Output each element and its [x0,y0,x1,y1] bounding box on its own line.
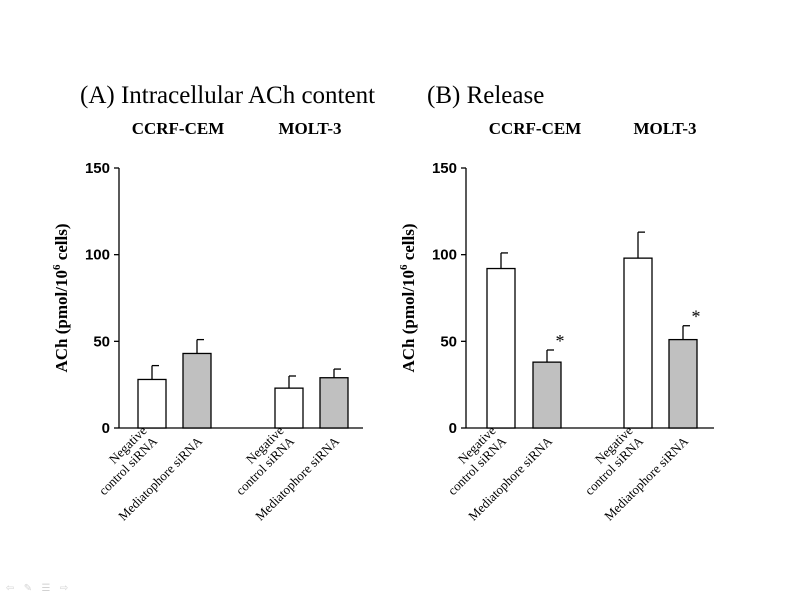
bar [486,267,516,429]
significance-marker: * [692,307,701,327]
y-tick-label: 100 [85,247,110,264]
next-arrow-icon[interactable]: ⇨ [59,583,69,594]
chart-panel-b: (B) Release CCRF-CEM MOLT-3 0 50 100 150 ACh (p… [398,82,714,524]
menu-icon[interactable]: ☰ [41,583,51,594]
y-tick-label: 0 [102,420,110,437]
group-label: MOLT-3 [279,119,342,138]
bar [623,257,653,429]
chart-title: (A) Intracellular ACh content [80,82,375,109]
y-tick-label: 150 [85,160,110,177]
y-tick-label: 50 [93,333,110,350]
pen-icon[interactable]: ✎ [23,583,33,594]
y-tick-label: 50 [440,333,457,350]
bar [532,361,562,429]
bar [137,378,167,429]
bar [668,338,698,429]
y-tick-label: 0 [449,420,457,437]
bar [182,352,212,429]
prev-arrow-icon[interactable]: ⇦ [5,583,15,594]
y-axis-title: ACh (pmol/106 cells) [51,223,71,372]
group-label: MOLT-3 [634,119,697,138]
chart-panel-a: (A) Intracellular ACh content CCRF-CEM MOL… [51,82,375,524]
bar [274,387,304,429]
group-label: CCRF-CEM [489,119,582,138]
y-axis-title: ACh (pmol/106 cells) [398,223,418,372]
slide-navigation: ⇦ ✎ ☰ ⇨ [4,584,70,594]
y-tick-label: 100 [432,247,457,264]
significance-marker: * [556,331,565,351]
group-label: CCRF-CEM [132,119,225,138]
chart-title: (B) Release [427,82,544,109]
y-tick-label: 150 [432,160,457,177]
bar [319,377,349,429]
